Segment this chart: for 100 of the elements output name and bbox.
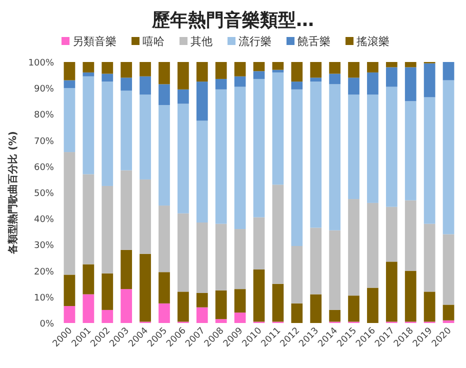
legend-label: 流行樂 bbox=[238, 35, 272, 48]
bar bbox=[120, 170, 132, 250]
y-tick-label: 0% bbox=[40, 320, 54, 330]
bar bbox=[82, 62, 94, 72]
bar bbox=[442, 320, 454, 323]
bar bbox=[178, 62, 189, 90]
y-tick-label: 50% bbox=[34, 189, 54, 199]
bar bbox=[102, 186, 114, 274]
bar bbox=[386, 262, 398, 322]
bar bbox=[82, 76, 94, 174]
bar bbox=[120, 62, 132, 78]
bar bbox=[215, 62, 227, 79]
y-tick-label: 30% bbox=[34, 241, 54, 252]
chart-title: 歷年熱門音樂類型… bbox=[151, 10, 314, 31]
bar bbox=[404, 200, 416, 271]
bar bbox=[158, 84, 170, 106]
bar bbox=[158, 303, 170, 323]
legend-label: 搖滾樂 bbox=[356, 35, 390, 48]
bar bbox=[158, 62, 170, 84]
bar bbox=[120, 289, 132, 323]
y-tick-label: 80% bbox=[34, 110, 54, 121]
bar bbox=[120, 250, 132, 290]
bar bbox=[310, 228, 322, 294]
bar bbox=[234, 86, 246, 230]
legend-label: 其他 bbox=[190, 35, 212, 48]
bar bbox=[253, 71, 265, 79]
bar bbox=[64, 274, 76, 306]
bar bbox=[348, 199, 360, 296]
bar bbox=[442, 304, 454, 320]
bar bbox=[178, 89, 189, 104]
bar bbox=[102, 310, 114, 323]
bar bbox=[140, 94, 151, 180]
bar bbox=[178, 104, 189, 214]
y-tick-label: 60% bbox=[34, 162, 54, 173]
y-axis-title: 各類型熱門歌曲百分比 (%) bbox=[7, 131, 19, 255]
bar bbox=[367, 288, 378, 323]
bar bbox=[367, 202, 378, 288]
bar bbox=[348, 296, 360, 322]
bar bbox=[215, 290, 227, 320]
bar bbox=[291, 82, 303, 90]
bar bbox=[82, 264, 94, 294]
bar bbox=[329, 74, 340, 84]
legend-label: 饒舌樂 bbox=[298, 35, 330, 48]
bar bbox=[215, 224, 227, 290]
bar bbox=[120, 90, 132, 170]
bar bbox=[386, 62, 398, 68]
bar bbox=[196, 222, 208, 293]
bar bbox=[82, 174, 94, 264]
bar bbox=[367, 62, 378, 72]
bar bbox=[348, 62, 360, 78]
bar bbox=[82, 294, 94, 323]
y-tick-label: 70% bbox=[34, 136, 54, 147]
bar bbox=[64, 306, 76, 323]
bar bbox=[234, 76, 246, 87]
y-tick-label: 90% bbox=[34, 84, 54, 95]
bar bbox=[140, 254, 151, 322]
bar bbox=[215, 78, 227, 90]
bar bbox=[424, 224, 436, 292]
bar bbox=[234, 62, 246, 76]
bar bbox=[329, 310, 340, 322]
bar bbox=[329, 230, 340, 310]
bar bbox=[196, 120, 208, 223]
bar bbox=[404, 62, 416, 68]
bar bbox=[140, 76, 151, 95]
bar bbox=[291, 303, 303, 323]
legend-label: 另類音樂 bbox=[72, 35, 116, 48]
bar bbox=[329, 84, 340, 230]
bar bbox=[424, 63, 436, 98]
bar bbox=[82, 72, 94, 76]
bar bbox=[348, 78, 360, 95]
bar bbox=[158, 105, 170, 206]
bar bbox=[272, 284, 284, 322]
y-tick-label: 100% bbox=[28, 58, 54, 68]
bar bbox=[329, 62, 340, 74]
bar bbox=[291, 246, 303, 304]
bar bbox=[64, 80, 76, 88]
bar bbox=[310, 78, 322, 82]
bar bbox=[404, 101, 416, 200]
bar bbox=[386, 206, 398, 262]
bar bbox=[272, 184, 284, 284]
bar bbox=[158, 206, 170, 272]
bar bbox=[64, 152, 76, 275]
bar bbox=[404, 270, 416, 322]
bar bbox=[367, 72, 378, 95]
bar bbox=[348, 94, 360, 200]
bar bbox=[253, 269, 265, 322]
bar bbox=[64, 88, 76, 152]
bar bbox=[215, 89, 227, 224]
bar bbox=[272, 62, 284, 70]
y-tick-label: 40% bbox=[34, 215, 54, 226]
bar bbox=[140, 179, 151, 254]
bar bbox=[310, 294, 322, 323]
bar bbox=[196, 62, 208, 82]
bar bbox=[291, 89, 303, 246]
bar bbox=[253, 78, 265, 218]
bar bbox=[178, 213, 189, 292]
bar bbox=[140, 62, 151, 76]
bar bbox=[196, 82, 208, 121]
bar bbox=[310, 62, 322, 78]
bar bbox=[367, 94, 378, 203]
